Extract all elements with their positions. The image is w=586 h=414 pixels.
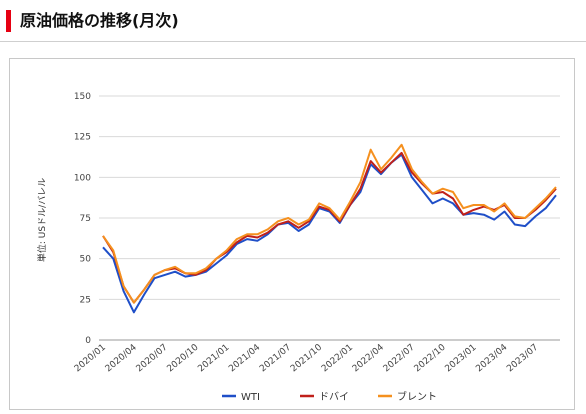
chart-gridlines <box>99 95 560 341</box>
x-tick-label: 2022/07 <box>382 343 417 375</box>
chart-legend: WTI ドバイ ブレント <box>222 390 437 403</box>
x-tick-label: 2022/10 <box>413 342 448 374</box>
legend-label-2: ブレント <box>397 390 437 403</box>
x-tick-label: 2020/07 <box>135 343 170 375</box>
y-tick-label: 25 <box>80 295 91 305</box>
series-line-2 <box>102 143 557 304</box>
x-tick-label: 2023/07 <box>505 343 540 375</box>
page-title: 原油価格の推移(月次) <box>20 11 179 30</box>
series-line-1 <box>102 151 557 304</box>
legend-label-0: WTI <box>241 392 260 403</box>
x-tick-label: 2023/04 <box>474 342 509 374</box>
y-tick-label: 50 <box>80 255 92 265</box>
x-tick-label: 2021/07 <box>258 343 293 375</box>
y-tick-label: 125 <box>74 133 91 143</box>
y-axis-label: 単位: USドル/バレル <box>36 178 48 262</box>
series-line-0 <box>102 153 557 314</box>
y-tick-label: 75 <box>80 214 91 224</box>
header-divider <box>0 41 586 42</box>
legend-label-1: ドバイ <box>319 391 349 403</box>
chart-series <box>102 143 557 314</box>
x-tick-label: 2020/01 <box>73 343 108 375</box>
x-tick-label: 2022/01 <box>320 343 355 375</box>
x-tick-label: 2020/04 <box>104 342 139 374</box>
x-tick-label: 2021/04 <box>227 342 262 374</box>
x-tick-label: 2021/10 <box>289 342 324 374</box>
y-axis-ticks: 0 25 50 75 100 125 150 <box>74 92 91 346</box>
x-tick-label: 2021/01 <box>196 343 231 375</box>
chart-frame <box>9 58 575 410</box>
x-tick-label: 2022/04 <box>351 342 386 374</box>
page-header: 原油価格の推移(月次) <box>0 0 586 42</box>
x-tick-label: 2020/10 <box>166 342 201 374</box>
x-axis-ticks: 2020/012020/042020/072020/102021/012021/… <box>73 342 540 374</box>
y-tick-label: 100 <box>74 173 91 183</box>
x-tick-label: 2023/01 <box>443 343 478 375</box>
y-tick-label: 150 <box>74 92 91 102</box>
y-tick-label: 0 <box>85 336 91 346</box>
header-accent-bar <box>6 10 11 32</box>
